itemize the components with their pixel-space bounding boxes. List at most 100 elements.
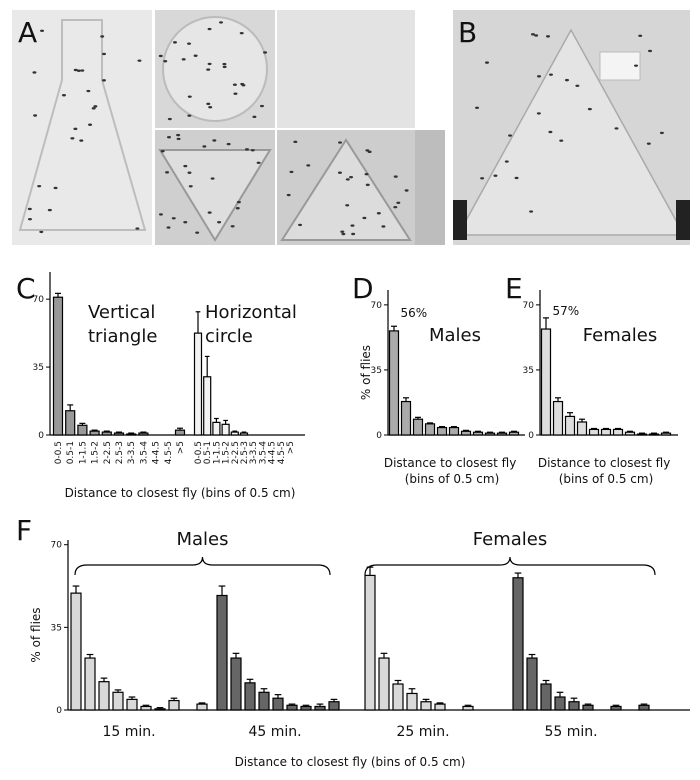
bar <box>610 705 622 711</box>
error-bar <box>232 430 238 433</box>
fly <box>340 230 345 233</box>
fly <box>393 175 398 178</box>
bar <box>540 328 552 436</box>
fly <box>32 71 37 74</box>
error-bar <box>640 703 648 706</box>
x-tick-label: 4.5-5 <box>277 441 287 464</box>
error-bar <box>639 432 645 435</box>
x-axis-label: Distance to closest fly (bins of 0.5 cm) <box>65 486 296 500</box>
fly <box>659 131 664 135</box>
x-tick-label: 2.5-3 <box>115 441 125 464</box>
bar <box>436 426 448 436</box>
bar <box>388 330 400 436</box>
fly <box>222 62 227 66</box>
error-bar <box>140 431 147 434</box>
fly <box>534 34 539 37</box>
fly <box>337 171 342 174</box>
fly <box>37 184 42 188</box>
series-label: Vertical triangle <box>88 302 161 347</box>
error-bar <box>241 431 247 434</box>
error-bar <box>91 429 98 432</box>
fly <box>183 221 188 224</box>
series-label: 55 min. <box>544 724 597 740</box>
error-bar <box>274 694 282 699</box>
panel-label: D <box>352 272 374 305</box>
y-tick-label: 0 <box>528 431 534 441</box>
fly <box>158 213 163 216</box>
error-bar <box>579 418 585 422</box>
fly <box>351 232 356 236</box>
bar <box>406 692 418 711</box>
bar <box>65 410 76 436</box>
bar <box>126 433 137 436</box>
fly <box>226 142 231 146</box>
fly <box>166 226 171 229</box>
y-tick-label: 70 <box>51 541 63 551</box>
fly <box>614 127 619 130</box>
fly <box>33 114 38 117</box>
y-axis-label: % of flies <box>359 345 373 400</box>
error-bar <box>627 430 633 433</box>
error-bar <box>615 427 621 430</box>
flask-outline <box>18 19 147 231</box>
fly <box>93 105 98 108</box>
bar <box>272 697 284 711</box>
error-bar <box>487 431 493 434</box>
series-label: 15 min. <box>102 724 155 740</box>
error-bar <box>543 317 549 330</box>
error-bar <box>514 572 522 578</box>
fly <box>289 170 294 174</box>
bar <box>412 418 424 436</box>
fly <box>244 148 249 151</box>
error-bar <box>302 704 310 707</box>
chart-title: Females <box>583 325 657 346</box>
fly <box>575 84 580 88</box>
bar <box>564 415 576 436</box>
bar <box>168 699 180 711</box>
triangle-outline <box>280 138 412 241</box>
bar <box>140 705 152 711</box>
fly <box>181 58 186 61</box>
fly <box>187 114 192 117</box>
bar <box>258 691 270 711</box>
x-tick-label: 2-2.5 <box>231 441 241 464</box>
fly <box>404 189 409 192</box>
fly <box>166 136 171 139</box>
fly <box>587 107 592 111</box>
x-axis-label: Distance to closest fly (bins of 0.5 cm) <box>538 456 674 486</box>
error-bar <box>651 432 657 435</box>
bar <box>588 428 600 436</box>
error-bar <box>528 653 536 659</box>
fly <box>195 231 200 234</box>
error-bar <box>128 696 136 700</box>
bar <box>221 423 230 436</box>
bar <box>286 704 298 711</box>
fly <box>252 115 257 119</box>
fly <box>91 107 96 110</box>
bar <box>448 426 460 436</box>
fly <box>393 205 398 209</box>
error-bar <box>663 431 669 434</box>
x-axis-label: Distance to closest fly (bins of 0.5 cm) <box>235 755 466 769</box>
error-bar <box>103 430 110 433</box>
error-bar <box>246 678 254 683</box>
bar <box>328 701 340 711</box>
bar <box>126 698 138 711</box>
error-bar <box>555 397 561 402</box>
fly <box>101 79 106 82</box>
fly <box>350 224 355 227</box>
bar <box>378 657 390 711</box>
y-tick-label: 0 <box>38 431 44 441</box>
fly <box>79 139 84 142</box>
x-tick-label: 1.5-2 <box>222 441 232 464</box>
fly <box>135 227 140 230</box>
fly <box>218 21 223 24</box>
fly <box>548 73 553 76</box>
error-bar <box>422 698 430 702</box>
bar <box>484 432 496 436</box>
fly <box>256 161 261 164</box>
x-tick-label: 3.5-4 <box>258 441 268 465</box>
error-bar <box>542 679 550 685</box>
fly <box>349 175 354 179</box>
